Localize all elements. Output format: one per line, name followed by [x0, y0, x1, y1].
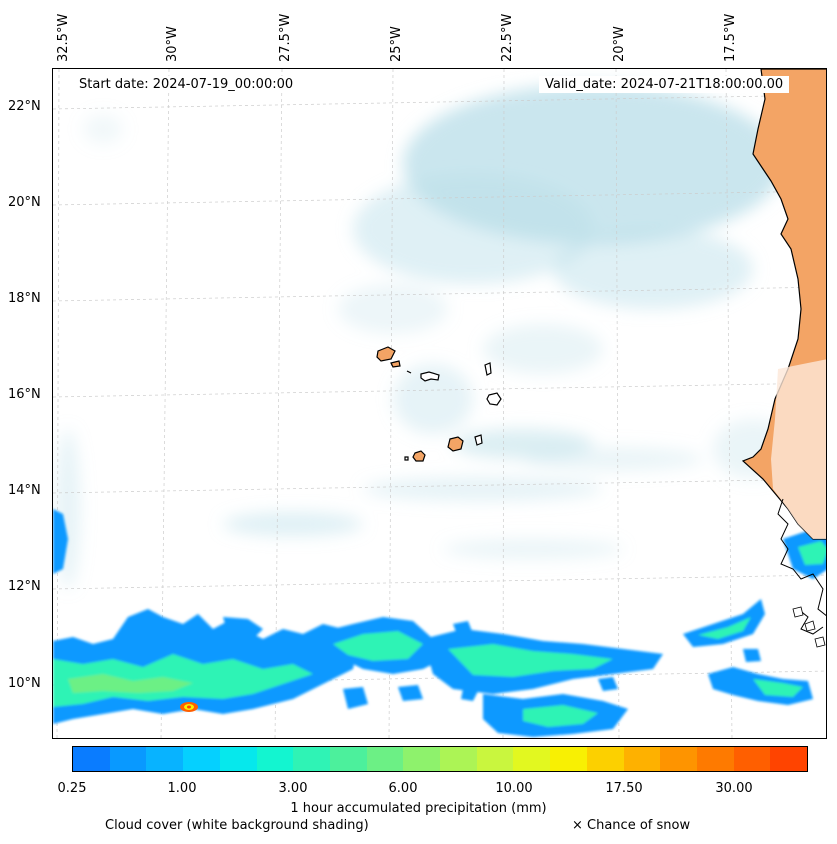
precipitation-field [53, 509, 826, 737]
colorbar-segment-8 [366, 747, 404, 771]
colorbar-segment-0 [73, 747, 110, 771]
lat-label-10n: 10°N [8, 676, 41, 691]
colorbar-label: 1 hour accumulated precipitation (mm) [290, 801, 547, 816]
colorbar-tick-3-00: 3.00 [278, 781, 308, 796]
colorbar-segment-10 [440, 747, 477, 771]
map-area[interactable] [52, 68, 827, 739]
colorbar-segment-12 [513, 747, 551, 771]
colorbar-segment-16 [660, 747, 697, 771]
colorbar-tick-10-00: 10.00 [495, 781, 533, 796]
colorbar-segment-4 [219, 747, 257, 771]
start-date-label: Start date: 2024-07-19_00:00:00 [73, 76, 300, 93]
map-canvas [53, 69, 826, 738]
colorbar-segment-9 [403, 747, 441, 771]
colorbar-tick-30-00: 30.00 [715, 781, 753, 796]
colorbar-segment-7 [329, 747, 367, 771]
lon-label-17-5w: 17.5°W [723, 13, 738, 62]
colorbar-tick-6-00: 6.00 [388, 781, 418, 796]
cloud-cover-legend: Cloud cover (white background shading) [105, 818, 369, 833]
lat-label-14n: 14°N [8, 483, 41, 498]
lon-label-30w: 30°W [165, 26, 180, 62]
colorbar-segment-18 [733, 747, 771, 771]
cloud-cover-shading [56, 84, 793, 589]
precipitation-colorbar [72, 746, 808, 772]
lon-label-20w: 20°W [612, 26, 627, 62]
cape-verde-islands [376, 346, 502, 462]
coastal-islands [792, 606, 826, 648]
lat-label-22n: 22°N [8, 99, 41, 114]
colorbar-tick-17-50: 17.50 [605, 781, 643, 796]
colorbar-segment-5 [256, 747, 294, 771]
lon-label-22-5w: 22.5°W [500, 13, 515, 62]
colorbar-segment-6 [293, 747, 330, 771]
colorbar-segment-14 [586, 747, 624, 771]
colorbar-tick-0-25: 0.25 [57, 781, 87, 796]
colorbar-segment-3 [183, 747, 220, 771]
colorbar-tick-1-00: 1.00 [167, 781, 197, 796]
colorbar-segment-15 [623, 747, 661, 771]
colorbar-segment-17 [696, 747, 734, 771]
valid-date-label: Valid_date: 2024-07-21T18:00:00.00 [539, 76, 790, 93]
lat-label-12n: 12°N [8, 579, 41, 594]
colorbar-segment-11 [476, 747, 514, 771]
snow-legend: × Chance of snow [572, 818, 691, 833]
africa-coast [741, 69, 826, 635]
lat-label-20n: 20°N [8, 195, 41, 210]
lon-label-32-5w: 32.5°W [56, 13, 71, 62]
colorbar-segment-1 [109, 747, 147, 771]
lat-label-16n: 16°N [8, 387, 41, 402]
colorbar-segment-13 [550, 747, 587, 771]
colorbar-segment-2 [146, 747, 184, 771]
lon-label-25w: 25°W [389, 26, 404, 62]
lon-label-27-5w: 27.5°W [278, 13, 293, 62]
lat-label-18n: 18°N [8, 291, 41, 306]
colorbar-segment-19 [770, 747, 808, 771]
